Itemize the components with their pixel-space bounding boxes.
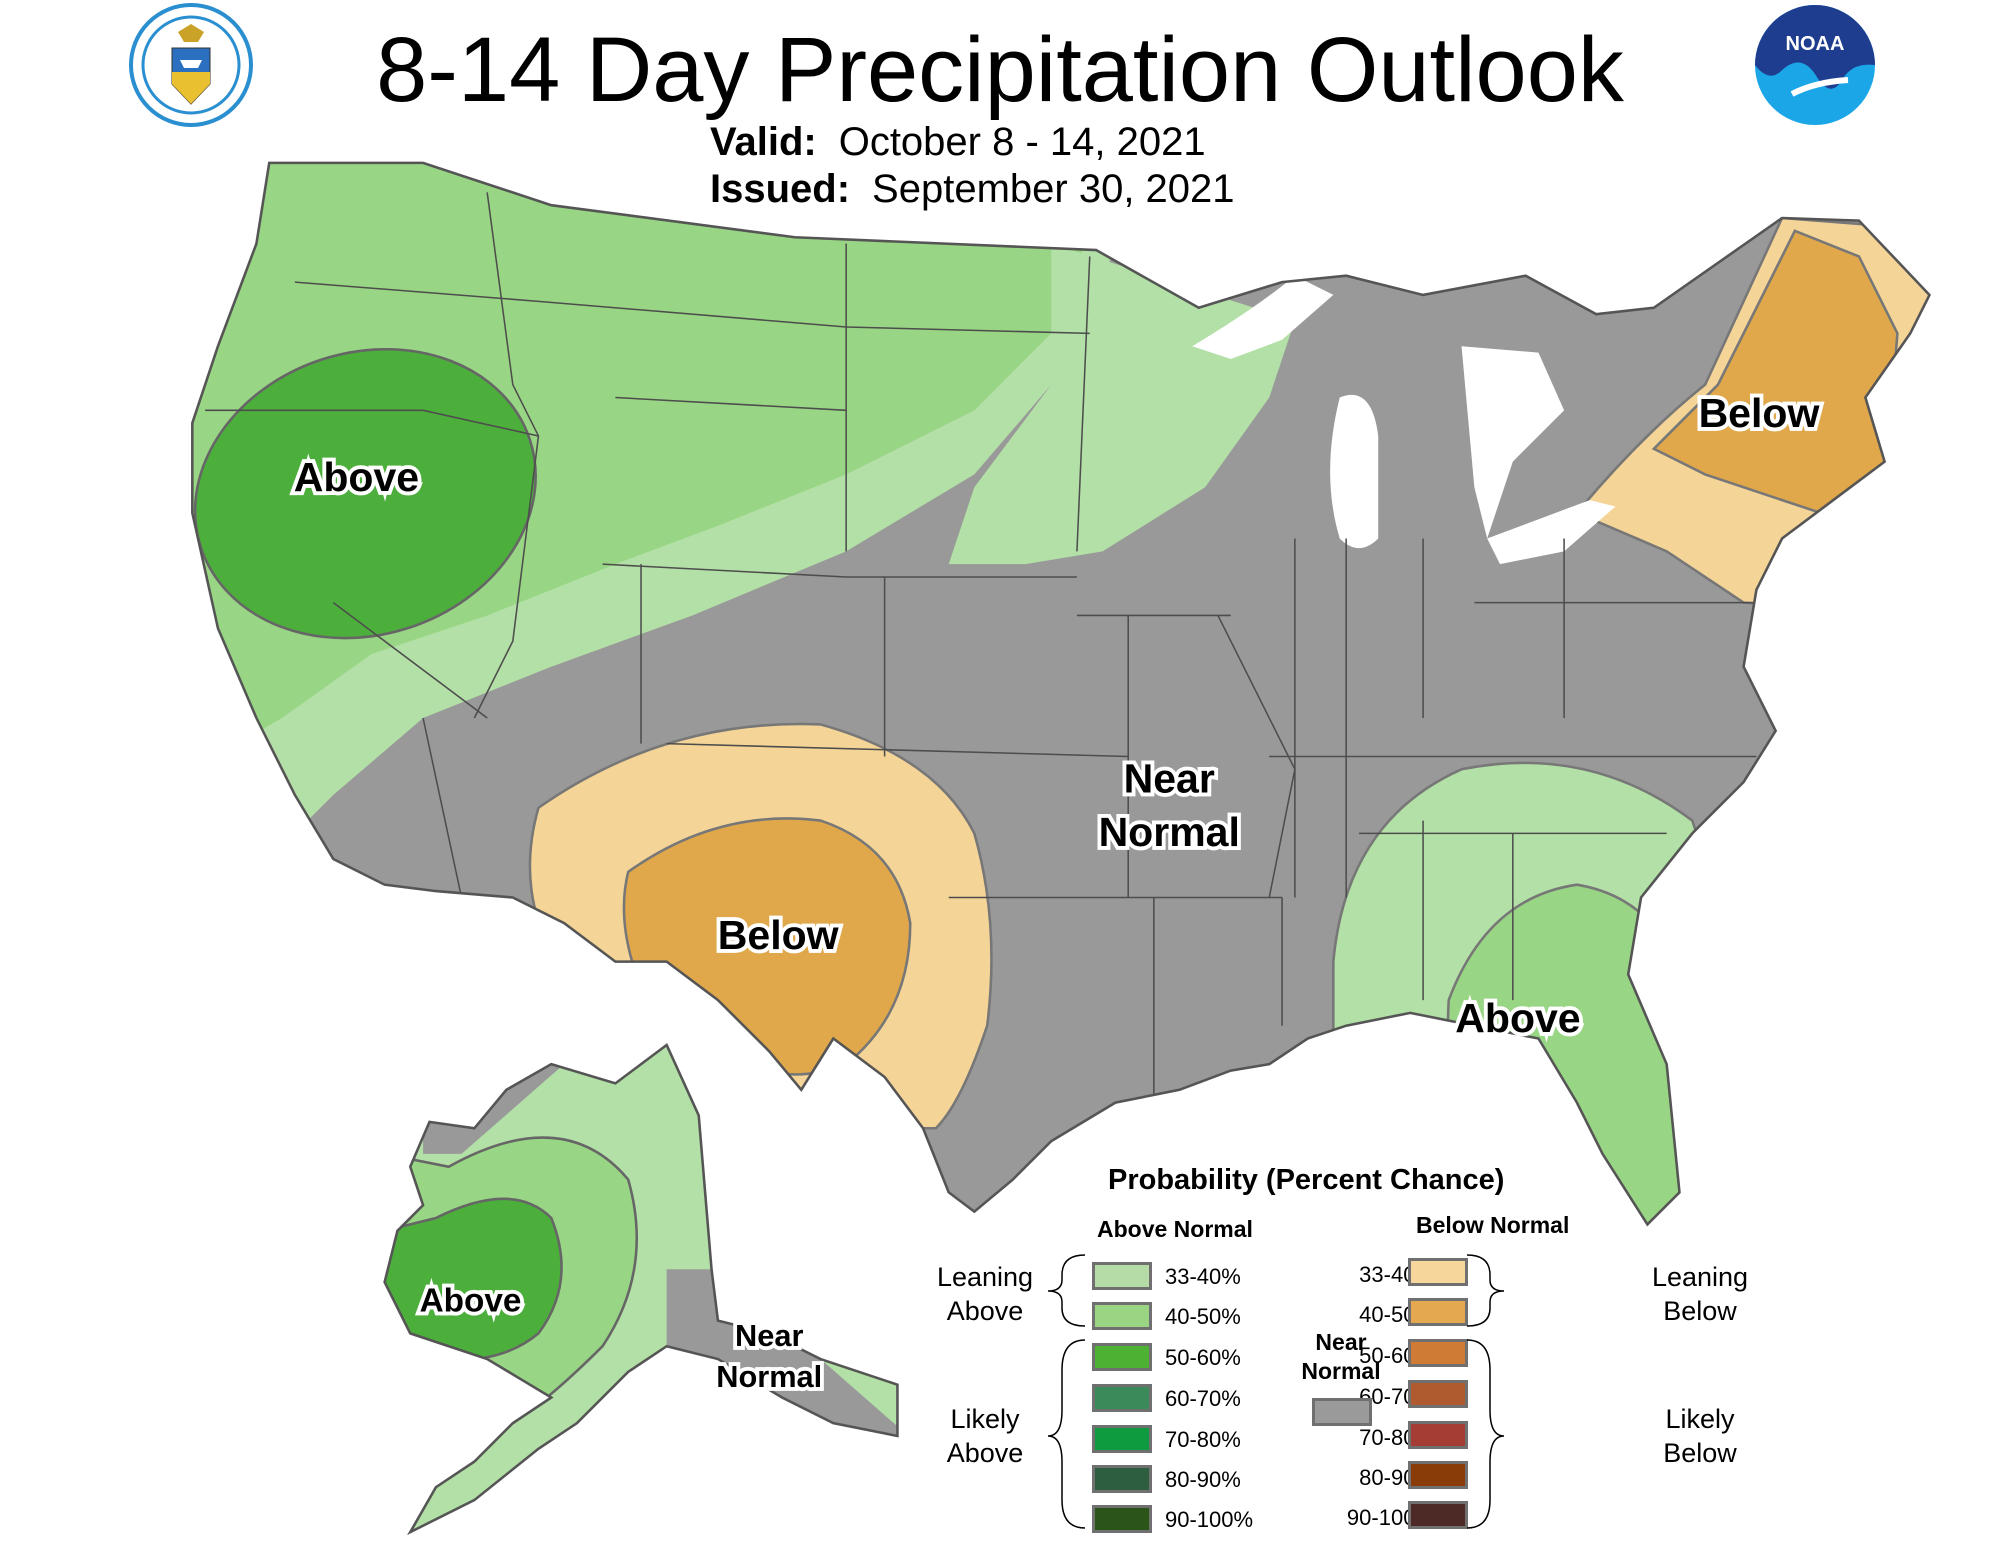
issued-date: Issued: September 30, 2021 (710, 167, 1235, 212)
noaa-logo-icon: NOAA (1755, 5, 1875, 125)
label-central-near: Near (1124, 755, 1215, 801)
valid-value: October 8 - 14, 2021 (838, 120, 1206, 164)
label-northeast-below: Below (1699, 390, 1820, 436)
range-above-40-50: 40-50% (1165, 1304, 1241, 1329)
range-above-90-100: 90-100% (1165, 1507, 1254, 1532)
group-leaning-below: Leaning Below (1651, 1262, 1749, 1326)
label-west-above: Above (294, 454, 419, 500)
swatch-above-70-80 (1092, 1425, 1152, 1453)
range-above-70-80: 70-80% (1165, 1427, 1241, 1452)
label-central-normal: Normal (1099, 809, 1240, 855)
page-title: 8-14 Day Precipitation Outlook (376, 19, 1624, 121)
commerce-seal-icon (129, 3, 253, 127)
issued-label: Issued: (710, 167, 851, 211)
group-likely-above: Likely Above (946, 1404, 1024, 1468)
swatch-below-90-100 (1408, 1501, 1468, 1529)
valid-label: Valid: (710, 120, 817, 164)
swatch-above-33-40 (1092, 1262, 1152, 1290)
valid-dates: Valid: October 8 - 14, 2021 (710, 120, 1206, 165)
swatch-above-40-50 (1092, 1302, 1152, 1330)
label-alaska-above: Above (420, 1283, 522, 1320)
swatch-below-33-40 (1408, 1258, 1468, 1286)
swatch-below-70-80 (1408, 1421, 1468, 1449)
swatch-near-normal (1312, 1398, 1372, 1426)
legend-near-normal-header: Near Normal (1301, 1329, 1381, 1384)
legend-below-header: Below Normal (1416, 1212, 1570, 1238)
label-alaska-normal: Normal (716, 1359, 822, 1394)
swatch-below-50-60 (1408, 1339, 1468, 1367)
label-southeast-above: Above (1455, 995, 1580, 1041)
issued-value: September 30, 2021 (872, 167, 1235, 211)
swatch-above-60-70 (1092, 1384, 1152, 1412)
label-southwest-below: Below (718, 912, 839, 958)
swatch-above-50-60 (1092, 1343, 1152, 1371)
legend-title: Probability (Percent Chance) (1108, 1164, 1505, 1196)
svg-text:NOAA: NOAA (1786, 33, 1845, 55)
label-alaska-near: Near (735, 1318, 803, 1353)
swatch-below-60-70 (1408, 1380, 1468, 1408)
range-above-60-70: 60-70% (1165, 1386, 1241, 1411)
legend-above-header: Above Normal (1097, 1216, 1253, 1242)
range-above-33-40: 33-40% (1165, 1264, 1241, 1289)
swatch-below-40-50 (1408, 1298, 1468, 1326)
group-likely-below: Likely Below (1663, 1404, 1737, 1468)
swatch-below-80-90 (1408, 1461, 1468, 1489)
range-above-50-60: 50-60% (1165, 1345, 1241, 1370)
brace-above-icon (1047, 1254, 1086, 1529)
brace-below-icon (1466, 1254, 1505, 1529)
group-leaning-above: Leaning Above (936, 1262, 1034, 1326)
swatch-above-80-90 (1092, 1465, 1152, 1493)
swatch-above-90-100 (1092, 1505, 1152, 1533)
range-above-80-90: 80-90% (1165, 1467, 1241, 1492)
